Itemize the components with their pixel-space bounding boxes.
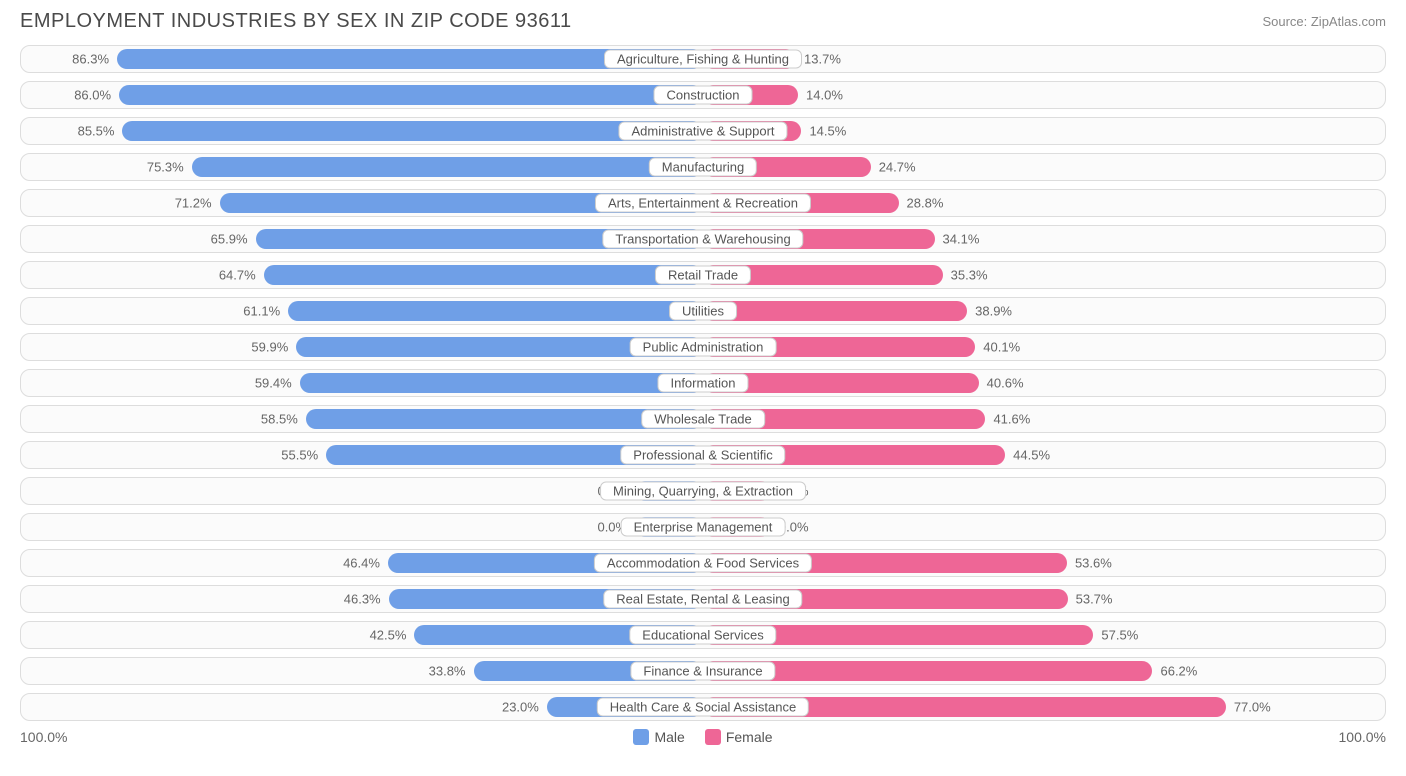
chart-row: 71.2% 28.8% Arts, Entertainment & Recreati… — [20, 189, 1386, 217]
chart-row: 75.3% 24.7% Manufacturing — [20, 153, 1386, 181]
male-bar — [192, 157, 703, 177]
chart-row: 46.3% 53.7% Real Estate, Rental & Leasing — [20, 585, 1386, 613]
axis-right-label: 100.0% — [1339, 729, 1386, 745]
category-label: Retail Trade — [655, 266, 751, 285]
male-pct-label: 58.5% — [261, 412, 298, 427]
female-pct-label: 66.2% — [1160, 664, 1197, 679]
chart-row: 0.0%0.0%Mining, Quarrying, & Extraction — [20, 477, 1386, 505]
chart-header: EMPLOYMENT INDUSTRIES BY SEX IN ZIP CODE… — [20, 10, 1386, 33]
category-label: Finance & Insurance — [630, 662, 775, 681]
male-pct-label: 65.9% — [211, 232, 248, 247]
female-pct-label: 13.7% — [804, 52, 841, 67]
male-pct-label: 71.2% — [175, 196, 212, 211]
chart-row: 42.5% 57.5% Educational Services — [20, 621, 1386, 649]
female-pct-label: 77.0% — [1234, 700, 1271, 715]
category-label: Real Estate, Rental & Leasing — [603, 590, 802, 609]
female-pct-label: 53.7% — [1076, 592, 1113, 607]
male-bar — [288, 301, 703, 321]
female-swatch-icon — [705, 729, 721, 745]
category-label: Construction — [654, 86, 753, 105]
male-pct-label: 86.3% — [72, 52, 109, 67]
category-label: Educational Services — [629, 626, 776, 645]
chart-source: Source: ZipAtlas.com — [1262, 14, 1386, 29]
category-label: Transportation & Warehousing — [602, 230, 803, 249]
male-pct-label: 64.7% — [219, 268, 256, 283]
female-pct-label: 35.3% — [951, 268, 988, 283]
chart-row: 86.3% 13.7%Agriculture, Fishing & Hunting — [20, 45, 1386, 73]
female-pct-label: 40.1% — [983, 340, 1020, 355]
axis-left-label: 100.0% — [20, 729, 67, 745]
chart-row: 64.7% 35.3% Retail Trade — [20, 261, 1386, 289]
chart-row: 59.4% 40.6% Information — [20, 369, 1386, 397]
chart-row: 61.1% 38.9% Utilities — [20, 297, 1386, 325]
category-label: Accommodation & Food Services — [594, 554, 812, 573]
female-pct-label: 40.6% — [987, 376, 1024, 391]
legend-female-label: Female — [726, 729, 773, 745]
male-pct-label: 59.4% — [255, 376, 292, 391]
category-label: Utilities — [669, 302, 737, 321]
male-pct-label: 61.1% — [243, 304, 280, 319]
category-label: Agriculture, Fishing & Hunting — [604, 50, 802, 69]
category-label: Administrative & Support — [618, 122, 787, 141]
male-pct-label: 59.9% — [251, 340, 288, 355]
category-label: Professional & Scientific — [620, 446, 785, 465]
female-pct-label: 53.6% — [1075, 556, 1112, 571]
chart-row: 23.0% 77.0% Health Care & Social Assistanc… — [20, 693, 1386, 721]
female-pct-label: 57.5% — [1101, 628, 1138, 643]
male-bar — [119, 85, 703, 105]
male-bar — [122, 121, 703, 141]
male-pct-label: 46.4% — [343, 556, 380, 571]
male-bar — [264, 265, 703, 285]
male-swatch-icon — [633, 729, 649, 745]
chart-row: 86.0% 14.0% Construction — [20, 81, 1386, 109]
chart-footer: 100.0% Male Female 100.0% — [20, 729, 1386, 745]
chart-title: EMPLOYMENT INDUSTRIES BY SEX IN ZIP CODE… — [20, 10, 572, 33]
female-pct-label: 14.0% — [806, 88, 843, 103]
chart-row: 85.5% 14.5% Administrative & Support — [20, 117, 1386, 145]
male-pct-label: 46.3% — [344, 592, 381, 607]
male-bar — [300, 373, 703, 393]
category-label: Wholesale Trade — [641, 410, 765, 429]
male-pct-label: 55.5% — [281, 448, 318, 463]
category-label: Information — [657, 374, 748, 393]
category-label: Manufacturing — [649, 158, 757, 177]
female-pct-label: 24.7% — [879, 160, 916, 175]
female-pct-label: 14.5% — [809, 124, 846, 139]
female-pct-label: 38.9% — [975, 304, 1012, 319]
category-label: Public Administration — [630, 338, 777, 357]
legend: Male Female — [67, 729, 1338, 745]
category-label: Health Care & Social Assistance — [597, 698, 809, 717]
chart-row: 33.8% 66.2% Finance & Insurance — [20, 657, 1386, 685]
female-pct-label: 41.6% — [993, 412, 1030, 427]
chart-row: 59.9% 40.1% Public Administration — [20, 333, 1386, 361]
female-pct-label: 34.1% — [943, 232, 980, 247]
chart-row: 0.0%0.0%Enterprise Management — [20, 513, 1386, 541]
male-pct-label: 23.0% — [502, 700, 539, 715]
legend-female: Female — [705, 729, 773, 745]
male-pct-label: 86.0% — [74, 88, 111, 103]
male-pct-label: 33.8% — [429, 664, 466, 679]
legend-male: Male — [633, 729, 684, 745]
male-pct-label: 42.5% — [370, 628, 407, 643]
category-label: Enterprise Management — [621, 518, 786, 537]
male-pct-label: 85.5% — [78, 124, 115, 139]
legend-male-label: Male — [654, 729, 684, 745]
female-bar — [703, 301, 967, 321]
diverging-bar-chart: 86.3% 13.7%Agriculture, Fishing & Hunting… — [20, 45, 1386, 721]
chart-row: 58.5% 41.6% Wholesale Trade — [20, 405, 1386, 433]
chart-row: 65.9% 34.1% Transportation & Warehousing — [20, 225, 1386, 253]
category-label: Mining, Quarrying, & Extraction — [600, 482, 806, 501]
female-pct-label: 28.8% — [907, 196, 944, 211]
chart-row: 55.5% 44.5% Professional & Scientific — [20, 441, 1386, 469]
category-label: Arts, Entertainment & Recreation — [595, 194, 811, 213]
female-pct-label: 44.5% — [1013, 448, 1050, 463]
male-pct-label: 75.3% — [147, 160, 184, 175]
chart-row: 46.4% 53.6% Accommodation & Food Services — [20, 549, 1386, 577]
